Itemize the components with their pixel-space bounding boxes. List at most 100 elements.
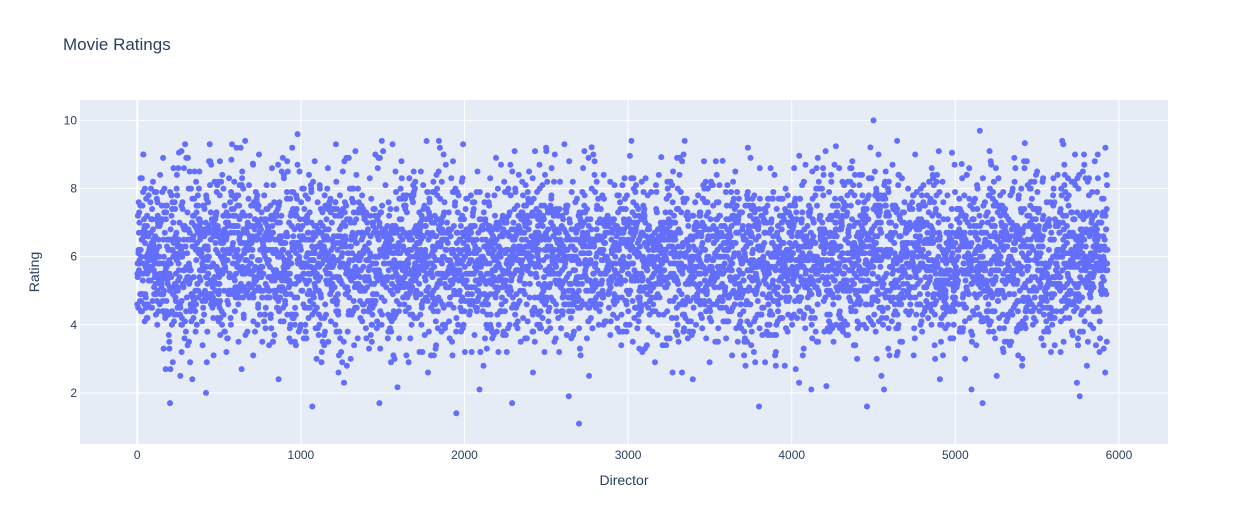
scatter-point bbox=[354, 335, 361, 342]
scatter-point bbox=[494, 185, 501, 192]
scatter-point bbox=[206, 141, 213, 148]
scatter-point bbox=[823, 383, 830, 390]
scatter-point bbox=[875, 151, 882, 158]
scatter-point bbox=[153, 189, 160, 195]
scatter-point bbox=[367, 212, 374, 219]
scatter-point bbox=[160, 154, 167, 161]
scatter-point bbox=[292, 304, 299, 311]
scatter-point bbox=[245, 195, 252, 202]
scatter-point bbox=[223, 233, 230, 240]
scatter-point bbox=[894, 349, 901, 355]
scatter-point bbox=[675, 338, 682, 345]
scatter-point bbox=[809, 308, 815, 315]
scatter-point bbox=[447, 233, 454, 240]
scatter-point bbox=[772, 349, 779, 355]
scatter-point bbox=[196, 168, 203, 175]
scatter-point bbox=[179, 250, 186, 257]
scatter-point bbox=[190, 274, 197, 281]
scatter-point bbox=[230, 240, 236, 246]
scatter-point bbox=[167, 366, 174, 373]
scatter-point bbox=[180, 284, 187, 291]
scatter-point bbox=[890, 267, 897, 274]
scatter-point bbox=[388, 236, 395, 243]
scatter-point bbox=[280, 246, 287, 253]
scatter-point bbox=[455, 192, 462, 199]
scatter-point bbox=[486, 202, 493, 209]
scatter-point bbox=[353, 171, 360, 178]
scatter-point bbox=[557, 178, 563, 185]
scatter-point bbox=[391, 355, 398, 362]
scatter-point bbox=[707, 216, 714, 223]
scatter-point bbox=[429, 274, 436, 281]
scatter-point bbox=[235, 338, 242, 345]
scatter-point bbox=[405, 260, 412, 267]
scatter-point bbox=[216, 280, 223, 287]
scatter-point bbox=[350, 199, 357, 206]
scatter-point bbox=[515, 171, 522, 178]
scatter-point bbox=[224, 257, 231, 264]
scatter-point bbox=[234, 246, 241, 253]
scatter-point bbox=[856, 182, 863, 189]
scatter-point bbox=[752, 359, 759, 366]
scatter-point bbox=[191, 168, 198, 175]
scatter-point bbox=[305, 229, 312, 236]
scatter-point bbox=[163, 298, 170, 304]
scatter-point bbox=[754, 298, 761, 304]
scatter-point bbox=[186, 338, 192, 345]
scatter-point bbox=[334, 246, 341, 253]
scatter-point bbox=[154, 199, 161, 206]
scatter-point bbox=[765, 301, 772, 308]
scatter-point bbox=[725, 318, 732, 325]
scatter-point bbox=[790, 250, 797, 257]
scatter-point bbox=[368, 195, 375, 202]
scatter-point bbox=[910, 352, 917, 359]
scatter-point bbox=[217, 332, 224, 338]
scatter-point bbox=[832, 143, 839, 150]
scatter-point bbox=[422, 246, 429, 253]
scatter-point bbox=[784, 287, 791, 294]
scatter-point bbox=[636, 294, 643, 301]
scatter-point bbox=[675, 280, 682, 287]
scatter-point bbox=[773, 332, 780, 338]
scatter-point bbox=[635, 318, 642, 325]
scatter-point bbox=[268, 325, 275, 332]
scatter-point bbox=[872, 328, 879, 335]
scatter-point bbox=[313, 355, 320, 362]
scatter-point bbox=[405, 304, 412, 311]
scatter-point bbox=[635, 206, 642, 212]
scatter-point bbox=[634, 325, 641, 332]
scatter-point bbox=[780, 240, 787, 246]
scatter-point bbox=[318, 349, 325, 355]
scatter-point bbox=[167, 260, 174, 267]
scatter-point bbox=[294, 294, 301, 301]
scatter-point bbox=[539, 315, 546, 321]
scatter-point bbox=[789, 321, 796, 328]
scatter-point bbox=[553, 301, 559, 308]
scatter-point bbox=[878, 229, 885, 236]
scatter-point bbox=[365, 226, 371, 233]
scatter-point bbox=[161, 287, 168, 294]
scatter-point bbox=[815, 291, 822, 298]
scatter-point bbox=[287, 321, 294, 328]
scatter-point bbox=[672, 236, 679, 243]
scatter-point bbox=[572, 267, 579, 274]
scatter-point bbox=[593, 226, 600, 233]
scatter-point bbox=[918, 192, 925, 199]
scatter-point bbox=[912, 151, 919, 158]
scatter-point bbox=[918, 318, 925, 325]
scatter-point bbox=[833, 233, 840, 240]
scatter-point bbox=[417, 168, 424, 175]
scatter-point bbox=[741, 352, 748, 359]
scatter-point bbox=[538, 325, 545, 332]
scatter-point bbox=[898, 301, 905, 308]
scatter-point bbox=[698, 315, 705, 321]
scatter-point bbox=[885, 345, 892, 352]
scatter-point bbox=[895, 182, 902, 189]
scatter-point bbox=[476, 246, 482, 253]
scatter-point bbox=[297, 216, 303, 223]
scatter-point bbox=[677, 189, 684, 195]
scatter-point bbox=[852, 342, 859, 349]
scatter-point bbox=[576, 345, 583, 352]
scatter-point bbox=[556, 349, 563, 355]
scatter-point bbox=[207, 209, 214, 216]
